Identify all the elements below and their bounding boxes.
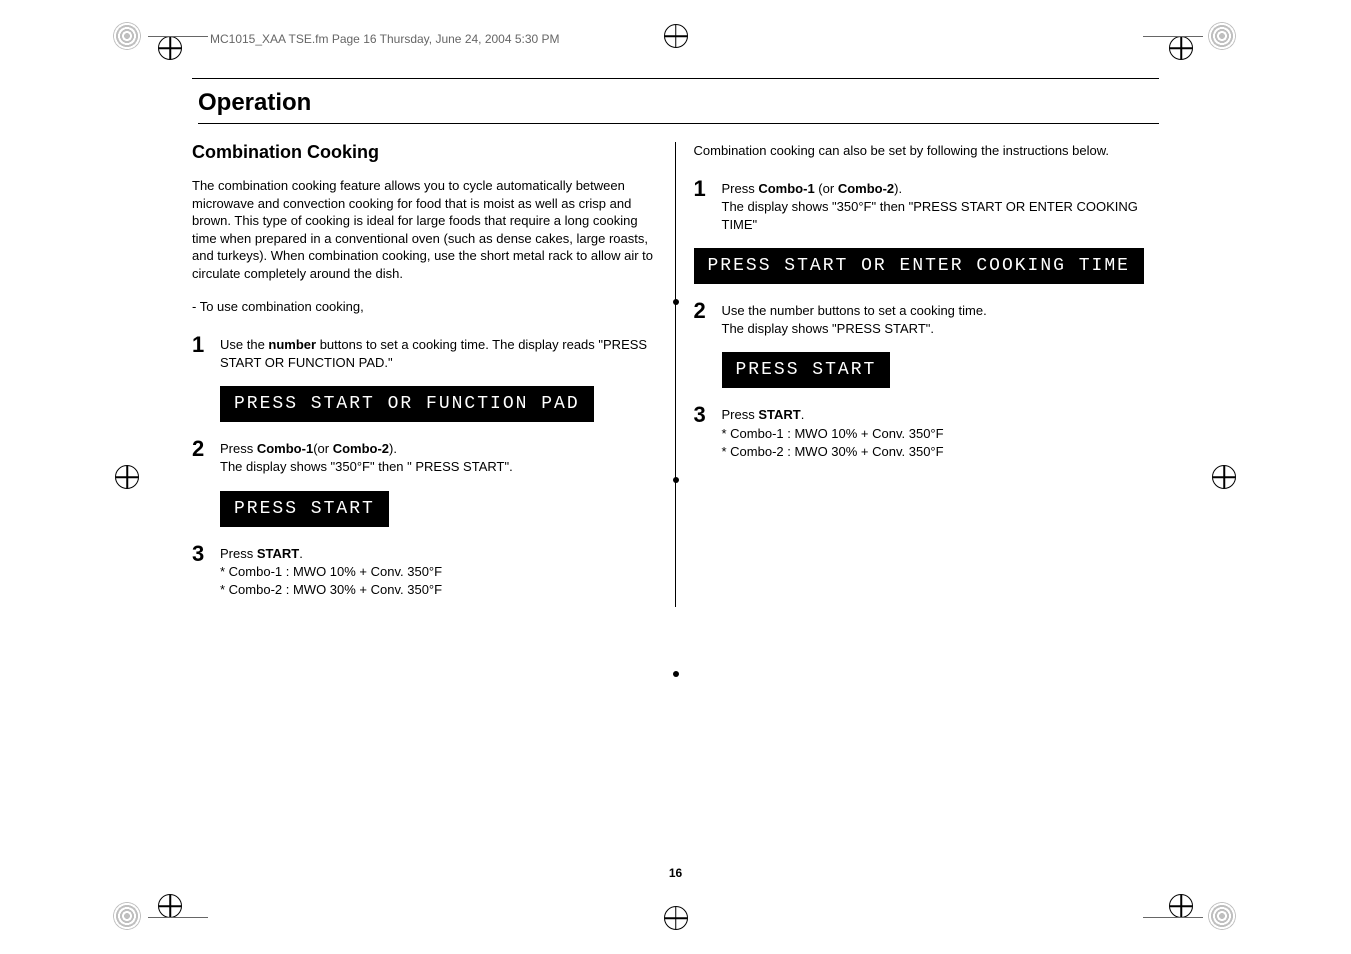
intro-text: The combination cooking feature allows y… xyxy=(192,177,657,282)
text: ). xyxy=(894,181,902,196)
binding-dot xyxy=(673,671,679,677)
display-screen: PRESS START OR FUNCTION PAD xyxy=(220,386,594,422)
registration-mark-icon xyxy=(664,906,688,930)
text: . xyxy=(801,407,805,422)
text: (or xyxy=(313,441,333,456)
step-number: 1 xyxy=(192,332,220,358)
step-row: 1 Use the number buttons to set a cookin… xyxy=(192,332,657,372)
text: The display shows "PRESS START". xyxy=(722,321,935,336)
text: Press xyxy=(220,441,257,456)
text: The display shows "350°F" then "PRESS ST… xyxy=(722,199,1138,232)
registration-mark-icon xyxy=(158,36,182,60)
left-column: Combination Cooking The combination cook… xyxy=(192,142,676,607)
step-number: 3 xyxy=(694,402,722,428)
display-screen: PRESS START OR ENTER COOKING TIME xyxy=(694,248,1144,284)
step-text: Press Combo-1 (or Combo-2). The display … xyxy=(722,176,1160,235)
registration-mark-icon xyxy=(1212,465,1236,489)
text: * Combo-2 : MWO 30% + Conv. 350°F xyxy=(722,444,944,459)
step-row: 2 Press Combo-1(or Combo-2). The display… xyxy=(192,436,657,476)
step-text: Use the number buttons to set a cooking … xyxy=(220,332,657,372)
crop-mark-icon xyxy=(113,902,143,932)
text: The display shows "350°F" then " PRESS S… xyxy=(220,459,513,474)
registration-mark-icon xyxy=(664,24,688,48)
bold-text: START xyxy=(758,407,800,422)
step-number: 2 xyxy=(192,436,220,462)
crop-mark-icon xyxy=(113,22,143,52)
registration-mark-icon xyxy=(158,894,182,918)
sub-heading: Combination Cooking xyxy=(192,142,657,163)
bold-text: Combo-1 xyxy=(758,181,814,196)
step-number: 3 xyxy=(192,541,220,567)
crop-line xyxy=(1143,36,1203,37)
step-text: Use the number buttons to set a cooking … xyxy=(722,298,987,338)
step-number: 2 xyxy=(694,298,722,324)
text: ). xyxy=(389,441,397,456)
crop-mark-icon xyxy=(1208,22,1238,52)
page-number: 16 xyxy=(669,866,682,880)
section-title: Operation xyxy=(198,89,1159,124)
text: (or xyxy=(815,181,838,196)
step-row: 1 Press Combo-1 (or Combo-2). The displa… xyxy=(694,176,1160,235)
intro-text: Combination cooking can also be set by f… xyxy=(694,142,1160,160)
step-text: Press START. * Combo-1 : MWO 10% + Conv.… xyxy=(722,402,944,461)
bold-text: Combo-2 xyxy=(838,181,894,196)
registration-mark-icon xyxy=(1169,36,1193,60)
text: Press xyxy=(722,181,759,196)
step-row: 3 Press START. * Combo-1 : MWO 10% + Con… xyxy=(192,541,657,600)
crop-line xyxy=(1143,917,1203,918)
text: Press xyxy=(220,546,257,561)
step-row: 2 Use the number buttons to set a cookin… xyxy=(694,298,1160,338)
crop-line xyxy=(148,917,208,918)
bold-text: START xyxy=(257,546,299,561)
registration-mark-icon xyxy=(1169,894,1193,918)
binding-dot xyxy=(673,477,679,483)
bold-text: Combo-2 xyxy=(333,441,389,456)
text: Use the number buttons to set a cooking … xyxy=(722,303,987,318)
crop-line xyxy=(148,36,208,37)
bold-text: number xyxy=(268,337,316,352)
text: . xyxy=(299,546,303,561)
right-column: Combination cooking can also be set by f… xyxy=(676,142,1160,607)
bold-text: Combo-1 xyxy=(257,441,313,456)
step-text: Press START. * Combo-1 : MWO 10% + Conv.… xyxy=(220,541,442,600)
header-info: MC1015_XAA TSE.fm Page 16 Thursday, June… xyxy=(210,32,560,46)
step-text: Press Combo-1(or Combo-2). The display s… xyxy=(220,436,513,476)
text: * Combo-2 : MWO 30% + Conv. 350°F xyxy=(220,582,442,597)
text: Use the xyxy=(220,337,268,352)
text: * Combo-1 : MWO 10% + Conv. 350°F xyxy=(722,426,944,441)
binding-dot xyxy=(673,299,679,305)
page-content: Operation Combination Cooking The combin… xyxy=(192,78,1159,876)
registration-mark-icon xyxy=(115,465,139,489)
crop-mark-icon xyxy=(1208,902,1238,932)
display-screen: PRESS START xyxy=(722,352,891,388)
text: * Combo-1 : MWO 10% + Conv. 350°F xyxy=(220,564,442,579)
display-screen: PRESS START xyxy=(220,491,389,527)
step-number: 1 xyxy=(694,176,722,202)
text: Press xyxy=(722,407,759,422)
to-use-text: - To use combination cooking, xyxy=(192,298,657,316)
step-row: 3 Press START. * Combo-1 : MWO 10% + Con… xyxy=(694,402,1160,461)
